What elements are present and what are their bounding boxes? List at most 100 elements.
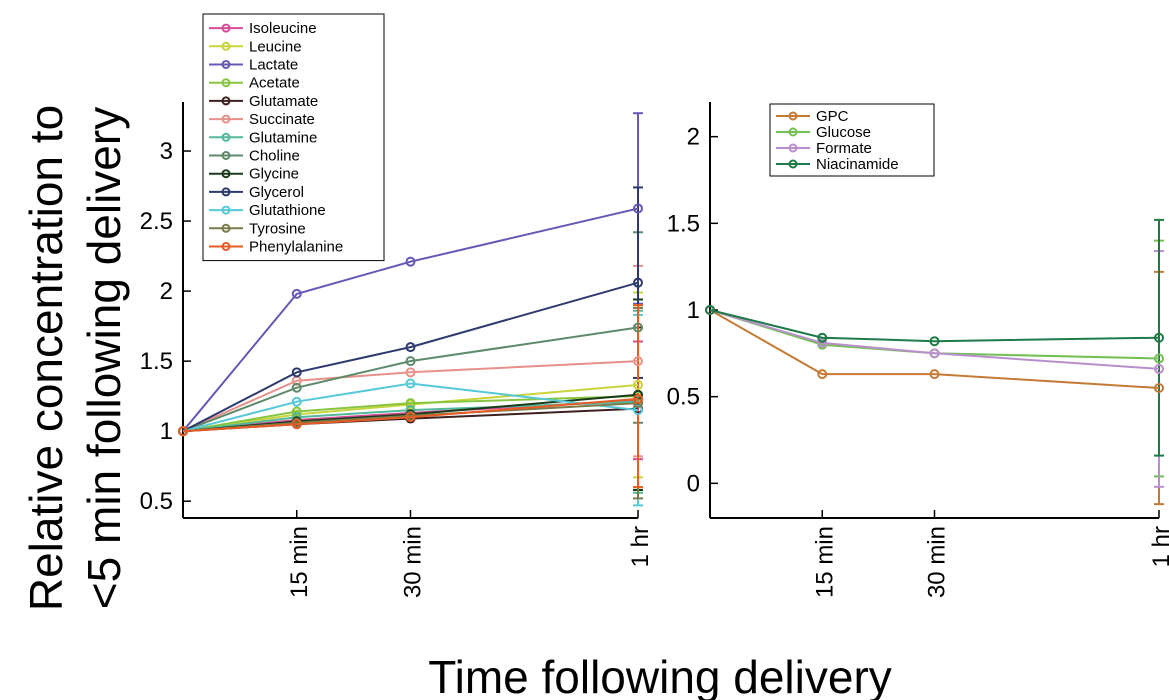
legend-label: Niacinamide: [816, 156, 899, 173]
series-line-formate: [709, 309, 1160, 370]
y-tick-label: 1.5: [140, 348, 173, 375]
y-tick-label: 0.5: [140, 488, 173, 515]
y-tick-label: 2: [687, 124, 700, 151]
legend-label: GPC: [816, 108, 849, 125]
legend-swatch-marker: [788, 111, 798, 121]
legend-label: Choline: [249, 148, 300, 165]
data-point-phenylalanine: [633, 393, 643, 404]
legend-label: Leucine: [249, 38, 302, 55]
series-line-niacinamide: [709, 309, 1160, 343]
series-line-choline: [182, 326, 639, 433]
legend-swatch-marker: [221, 96, 231, 106]
y-axis-label-line1: Relative concentration to: [20, 105, 72, 611]
series-line-glutamine: [182, 400, 639, 433]
data-point-glycerol: [633, 277, 643, 288]
data-point-lactate: [633, 203, 643, 214]
data-point-phenylalanine: [405, 412, 416, 423]
data-point-gpc: [1154, 383, 1164, 393]
legend-swatch-marker: [221, 114, 231, 124]
y-tick-label: 1: [160, 418, 173, 445]
legend-swatch-marker: [221, 41, 231, 51]
data-point-glutathione: [291, 396, 302, 407]
y-tick-label: 2.5: [140, 208, 173, 235]
y-tick-label: 0.5: [667, 384, 700, 411]
legend-label: Glutamate: [249, 93, 318, 110]
x-tick-label: 30 min: [924, 526, 951, 598]
data-point-glycerol: [291, 367, 302, 378]
y-tick-label: 2: [160, 278, 173, 305]
series-line-leucine: [182, 383, 639, 433]
data-point-glucose: [1154, 353, 1164, 364]
data-point-gpc: [929, 369, 940, 380]
data-point-formate: [817, 337, 828, 348]
legend-swatch-marker: [788, 143, 798, 153]
legend-swatch-marker: [788, 159, 798, 169]
series-line-gpc: [709, 309, 1160, 389]
data-point-glycerol: [405, 342, 416, 353]
legend-label: Isoleucine: [249, 20, 317, 37]
series-line-glycerol: [182, 281, 639, 433]
legend-label: Phenylalanine: [249, 239, 343, 256]
data-point-formate: [929, 348, 940, 359]
legend-label: Glutathione: [249, 202, 326, 219]
x-axis-label: Time following delivery: [428, 651, 892, 700]
legend-swatch-marker: [221, 223, 231, 233]
right-chart-panel: 0 0.5 1 1.5 2 15 min 30 min 1 hr GPCGlucoseForma…: [667, 102, 1169, 598]
x-tick-label: 15 min: [286, 526, 313, 598]
data-point-lactate: [405, 256, 416, 267]
legend-label: Glutamine: [249, 129, 317, 146]
series-line-glucose: [709, 309, 1160, 360]
data-point-niacinamide: [817, 332, 828, 343]
data-point-choline: [291, 382, 302, 393]
legend-swatch-marker: [221, 78, 231, 88]
legend-swatch-marker: [221, 151, 231, 160]
data-point-phenylalanine: [178, 426, 188, 437]
data-point-acetate: [291, 406, 302, 417]
data-point-succinate: [405, 367, 416, 378]
legend-swatch-marker: [221, 187, 231, 197]
data-point-niacinamide: [929, 336, 940, 347]
data-point-phenylalanine: [291, 419, 302, 430]
legend-label: Glycerol: [249, 184, 304, 201]
legend-swatch-marker: [788, 127, 798, 137]
legend-swatch-marker: [221, 132, 231, 142]
data-point-niacinamide: [705, 305, 715, 315]
series-line-glutathione: [182, 382, 639, 433]
data-point-formate: [1154, 363, 1164, 374]
legend-label: Lactate: [249, 57, 298, 74]
legend-label: Formate: [816, 140, 872, 157]
x-tick-label: 1 hr: [1148, 526, 1169, 567]
legend-swatch-marker: [221, 205, 231, 215]
data-point-lactate: [291, 288, 302, 299]
legend-swatch-marker: [221, 169, 231, 179]
data-point-leucine: [633, 379, 643, 390]
data-point-glutathione: [405, 378, 416, 389]
legend-label: Tyrosine: [249, 220, 306, 237]
series-line-lactate: [182, 207, 639, 432]
data-point-choline: [405, 356, 416, 367]
legend-swatch-marker: [221, 242, 231, 251]
left-chart-panel: 0.5 1 1.5 2 2.5 3 15 min 30 min 1 hr IsoleucineLe…: [140, 13, 654, 598]
data-point-choline: [633, 322, 643, 333]
y-tick-label: 1: [687, 297, 700, 324]
legend-label: Glucose: [816, 124, 871, 141]
y-tick-label: 3: [160, 138, 173, 165]
legend-label: Acetate: [249, 75, 300, 92]
legend-label: Succinate: [249, 111, 315, 128]
legend-swatch-marker: [221, 23, 231, 33]
series-line-phenylalanine: [182, 397, 639, 433]
x-tick-label: 1 hr: [627, 526, 654, 567]
x-tick-label: 30 min: [400, 526, 427, 598]
y-tick-label: 0: [687, 470, 700, 497]
x-tick-label: 15 min: [811, 526, 838, 598]
y-axis-label-line2: <5 min following delivery: [78, 107, 130, 609]
y-tick-label: 1.5: [667, 210, 700, 237]
series-line-succinate: [182, 360, 639, 433]
legend-swatch-marker: [221, 60, 231, 69]
series-line-acetate: [182, 395, 639, 433]
data-point-niacinamide: [1154, 332, 1164, 343]
legend-label: Glycine: [249, 166, 299, 183]
data-point-succinate: [633, 356, 643, 367]
data-point-gpc: [817, 369, 828, 380]
